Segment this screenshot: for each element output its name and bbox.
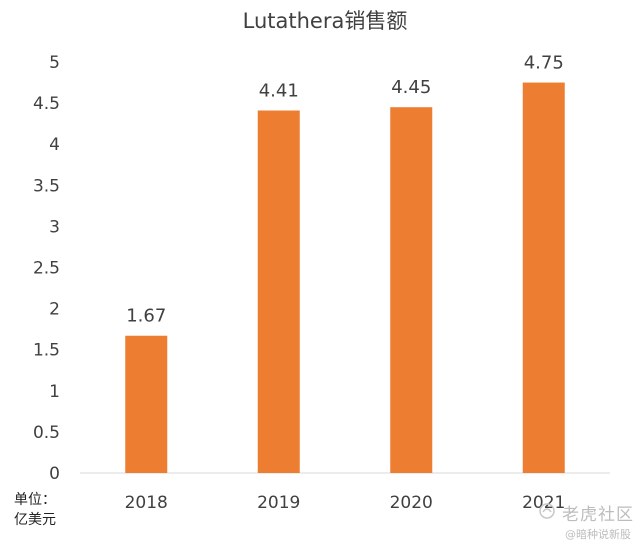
y-tick-label: 1	[49, 382, 60, 402]
bars	[125, 82, 565, 474]
y-tick-label: 3.5	[33, 176, 60, 196]
y-tick-label: 3	[49, 217, 60, 237]
y-tick-label: 4	[49, 135, 60, 155]
y-tick-label: 0.5	[33, 423, 60, 443]
x-tick-label-2019: 2019	[257, 493, 300, 513]
y-tick-label: 1.5	[33, 341, 60, 361]
y-tick-label: 2	[49, 300, 60, 320]
y-tick-label: 5	[49, 53, 60, 73]
watermark-brand: 老虎社区	[562, 505, 634, 525]
y-axis-ticks: 0 0.5 1 1.5 2 2.5 3 3.5 4 4.5 5	[33, 53, 60, 484]
data-labels: 1.67 4.41 4.45 4.75	[126, 53, 564, 327]
data-label-2021: 4.75	[524, 53, 564, 74]
data-label-2020: 4.45	[391, 77, 431, 98]
unit-label-line-2: 亿美元	[14, 512, 56, 528]
x-tick-label-2018: 2018	[125, 493, 168, 513]
data-label-2019: 4.41	[259, 80, 299, 101]
x-axis-ticks: 2018 2019 2020 2021	[125, 493, 566, 513]
watermark-handle: @暗种说新股	[565, 528, 631, 541]
x-tick-label-2020: 2020	[390, 493, 433, 513]
data-label-2018: 1.67	[126, 306, 166, 327]
bar-2021	[522, 82, 565, 474]
bar-2019	[257, 110, 300, 474]
unit-label: 单位： 亿美元	[14, 490, 56, 530]
y-tick-label: 4.5	[33, 94, 60, 114]
bar-2018	[125, 335, 168, 473]
chart-title: Lutathera销售额	[243, 9, 408, 33]
x-tick-label-2021: 2021	[522, 493, 565, 513]
y-tick-label: 0	[49, 464, 60, 484]
bar-2020	[390, 107, 433, 474]
y-tick-label: 2.5	[33, 259, 60, 279]
unit-label-line-1: 单位：	[14, 492, 56, 508]
watermark-logo-icon	[539, 503, 555, 519]
